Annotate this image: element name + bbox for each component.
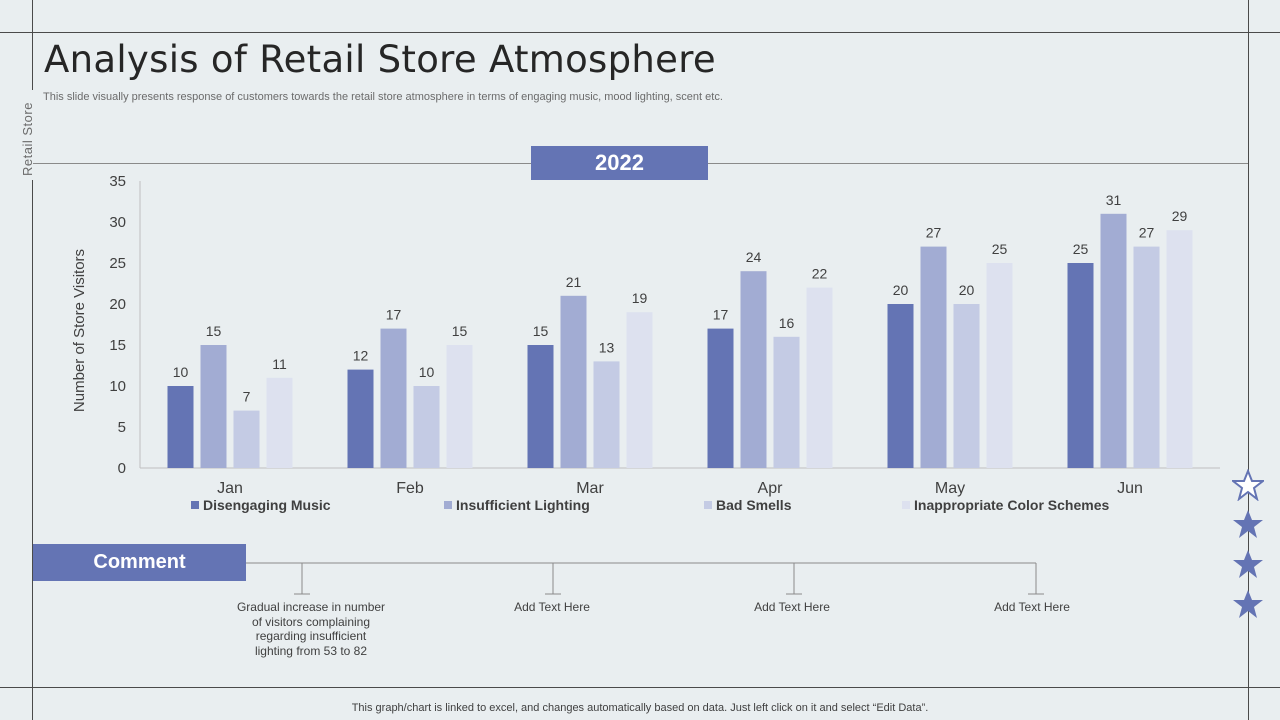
star-filled-icon-3 (1233, 590, 1263, 618)
legend-item: Bad Smells (704, 497, 791, 513)
star-filled-icon-2 (1233, 550, 1263, 578)
legend-label: Disengaging Music (203, 497, 331, 513)
bar-insufficient-lighting (740, 271, 767, 468)
data-label: 21 (566, 274, 582, 290)
bar-disengaging-music (887, 304, 914, 468)
data-label: 27 (1139, 225, 1155, 241)
legend-item: Insufficient Lighting (444, 497, 590, 513)
data-label: 11 (272, 356, 287, 372)
data-label: 22 (812, 266, 828, 282)
bar-insufficient-lighting (560, 295, 587, 468)
x-tick-label: Apr (758, 480, 784, 497)
x-tick-label: Jun (1117, 480, 1143, 497)
bar-inappropriate-color-schemes (1166, 230, 1193, 468)
data-label: 20 (893, 282, 909, 298)
data-label: 17 (713, 307, 729, 323)
bar-disengaging-music (527, 345, 554, 468)
bar-inappropriate-color-schemes (446, 345, 473, 468)
y-tick-label: 30 (109, 214, 126, 231)
comment-note-3: Add Text Here (754, 600, 830, 614)
legend-swatch (191, 501, 199, 509)
legend-swatch (902, 501, 910, 509)
y-tick-label: 15 (109, 337, 126, 354)
data-label: 12 (353, 348, 369, 364)
bar-bad-smells (953, 304, 980, 468)
bar-bad-smells (1133, 246, 1160, 468)
data-label: 31 (1106, 192, 1122, 208)
data-label: 24 (746, 249, 762, 265)
comment-note-4: Add Text Here (994, 600, 1070, 614)
data-label: 7 (243, 389, 251, 405)
data-label: 20 (959, 282, 975, 298)
y-tick-label: 25 (109, 255, 126, 272)
y-tick-label: 0 (118, 460, 126, 477)
star-filled-icon-1 (1233, 510, 1263, 538)
data-label: 29 (1172, 208, 1188, 224)
data-label: 15 (533, 323, 549, 339)
y-tick-label: 35 (109, 173, 126, 190)
comment-note-2: Add Text Here (514, 600, 590, 614)
bar-disengaging-music (347, 369, 374, 468)
frame-bottom-line (0, 687, 1280, 688)
page-subtitle: This slide visually presents response of… (43, 91, 723, 103)
bar-bad-smells (773, 336, 800, 468)
frame-top-line (0, 32, 1280, 33)
year-badge: 2022 (531, 146, 708, 180)
bar-insufficient-lighting (1100, 213, 1127, 468)
star-outline-icon (1232, 469, 1264, 501)
x-tick-label: Mar (576, 480, 604, 497)
comment-tab: Comment (33, 544, 246, 581)
frame-right-line (1248, 0, 1249, 720)
legend-swatch (444, 501, 452, 509)
bar-insufficient-lighting (920, 246, 947, 468)
bar-inappropriate-color-schemes (806, 287, 833, 468)
data-label: 10 (173, 364, 189, 380)
legend-item: Inappropriate Color Schemes (902, 497, 1109, 513)
bar-bad-smells (233, 410, 260, 468)
bar-disengaging-music (707, 328, 734, 468)
bar-insufficient-lighting (380, 328, 407, 468)
legend-swatch (704, 501, 712, 509)
data-label: 25 (1073, 241, 1089, 257)
data-label: 16 (779, 315, 795, 331)
page-title: Analysis of Retail Store Atmosphere (44, 38, 716, 81)
data-label: 17 (386, 307, 402, 323)
data-label: 15 (452, 323, 468, 339)
frame-left-line-top (32, 0, 33, 90)
data-label: 19 (632, 290, 648, 306)
bar-inappropriate-color-schemes (626, 312, 653, 468)
y-axis-title: Number of Store Visitors (71, 249, 88, 412)
y-tick-label: 10 (109, 378, 126, 395)
data-label: 13 (599, 339, 615, 355)
bar-insufficient-lighting (200, 345, 227, 468)
data-label: 10 (419, 364, 435, 380)
data-label: 15 (206, 323, 222, 339)
bar-inappropriate-color-schemes (266, 377, 293, 468)
comment-note-1: Gradual increase in number of visitors c… (236, 600, 386, 658)
data-label: 27 (926, 225, 942, 241)
x-tick-label: Jan (217, 480, 243, 497)
data-label: 25 (992, 241, 1008, 257)
bar-bad-smells (593, 361, 620, 468)
x-tick-label: Feb (396, 480, 424, 497)
y-tick-label: 20 (109, 296, 126, 313)
bar-inappropriate-color-schemes (986, 263, 1013, 468)
frame-left-line-bottom (32, 180, 33, 720)
legend-label: Inappropriate Color Schemes (914, 497, 1110, 513)
footer-note: This graph/chart is linked to excel, and… (351, 702, 929, 714)
x-tick-label: May (935, 480, 965, 497)
legend-label: Insufficient Lighting (456, 497, 590, 513)
legend-item: Disengaging Music (191, 497, 331, 513)
y-tick-label: 5 (118, 419, 126, 436)
legend-label: Bad Smells (716, 497, 792, 513)
bar-disengaging-music (1067, 263, 1094, 468)
chart-legend: Disengaging Music Insufficient Lighting Ba… (0, 497, 1280, 517)
bar-disengaging-music (167, 386, 194, 468)
bar-bad-smells (413, 386, 440, 468)
